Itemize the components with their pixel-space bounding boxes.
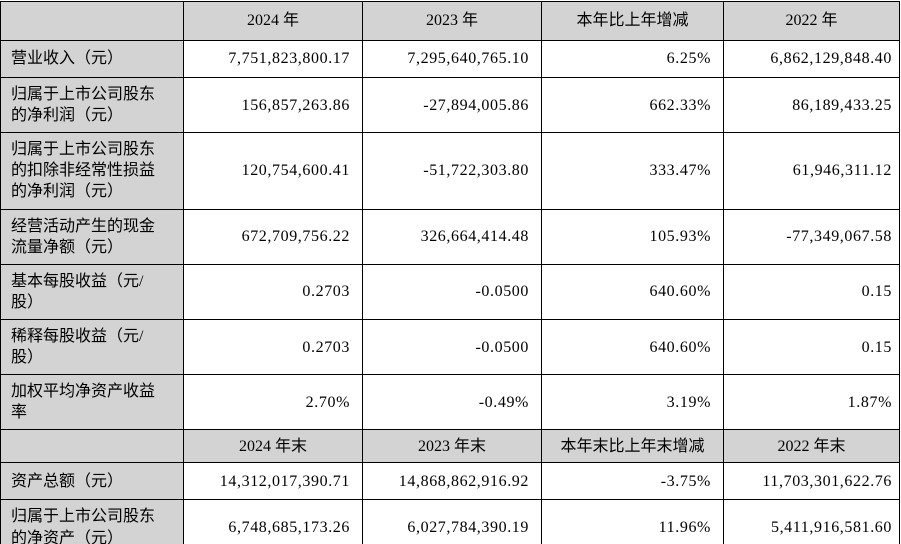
column-header: 2024 年末 <box>183 429 363 464</box>
value-cell: 662.33% <box>541 76 724 134</box>
table-row: 稀释每股收益（元/ 股） 0.2703 -0.0500 640.60% 0.15 <box>0 318 900 376</box>
column-header: 2023 年 <box>362 1 542 41</box>
value-cell: 3.19% <box>541 374 724 431</box>
corner-cell <box>0 429 184 464</box>
value-cell: 6,027,784,390.19 <box>362 499 542 544</box>
table-row: 加权平均净资产收益 率 2.70% -0.49% 3.19% 1.87% <box>0 374 900 431</box>
value-cell: 11,703,301,622.76 <box>723 462 900 501</box>
table-row: 经营活动产生的现金 流量净额（元） 672,709,756.22 326,664,4… <box>0 208 900 265</box>
value-cell: 333.47% <box>541 132 724 210</box>
row-label: 经营活动产生的现金 流量净额（元） <box>0 208 184 265</box>
value-cell: -27,894,005.86 <box>362 76 542 134</box>
value-cell: 640.60% <box>541 263 724 320</box>
value-cell: 5,411,916,581.60 <box>723 499 900 544</box>
row-label: 稀释每股收益（元/ 股） <box>0 318 184 376</box>
table-row: 归属于上市公司股东 的扣除非经常性损益 的净利润（元） 120,754,600.4… <box>0 132 900 210</box>
row-label: 资产总额（元） <box>0 462 184 501</box>
value-cell: 14,868,862,916.92 <box>362 462 542 501</box>
column-header: 本年末比上年末增减 <box>541 429 724 464</box>
table-row: 归属于上市公司股东 的净利润（元） 156,857,263.86 -27,894,0… <box>0 76 900 134</box>
row-label: 归属于上市公司股东 的净资产（元） <box>0 499 184 544</box>
value-cell: 156,857,263.86 <box>183 76 363 134</box>
value-cell: 11.96% <box>541 499 724 544</box>
row-label: 基本每股收益（元/ 股） <box>0 263 184 320</box>
value-cell: 6.25% <box>541 40 724 78</box>
column-header: 2024 年 <box>183 1 363 41</box>
table-row: 归属于上市公司股东 的净资产（元） 6,748,685,173.26 6,027,7… <box>0 499 900 544</box>
row-label: 归属于上市公司股东 的净利润（元） <box>0 76 184 134</box>
row-label: 归属于上市公司股东 的扣除非经常性损益 的净利润（元） <box>0 132 184 210</box>
year-end-header-row: 2024 年末 2023 年末 本年末比上年末增减 2022 年末 <box>0 429 900 464</box>
corner-cell <box>0 1 184 41</box>
value-cell: 61,946,311.12 <box>723 132 900 210</box>
value-cell: 6,862,129,848.40 <box>723 40 900 78</box>
table-row: 基本每股收益（元/ 股） 0.2703 -0.0500 640.60% 0.15 <box>0 263 900 320</box>
value-cell: 105.93% <box>541 208 724 265</box>
table-row: 营业收入（元） 7,751,823,800.17 7,295,640,765.10 6… <box>0 40 900 78</box>
value-cell: -77,349,067.58 <box>723 208 900 265</box>
value-cell: 7,751,823,800.17 <box>183 40 363 78</box>
column-header: 2022 年 <box>723 1 900 41</box>
row-label: 营业收入（元） <box>0 40 184 78</box>
value-cell: 7,295,640,765.10 <box>362 40 542 78</box>
column-header: 2023 年末 <box>362 429 542 464</box>
value-cell: 640.60% <box>541 318 724 376</box>
value-cell: -51,722,303.80 <box>362 132 542 210</box>
year-header-row: 2024 年 2023 年本年比上年增减 2022 年 <box>0 1 900 41</box>
column-header: 本年比上年增减 <box>541 1 724 41</box>
value-cell: 120,754,600.41 <box>183 132 363 210</box>
value-cell: -0.0500 <box>362 263 542 320</box>
table-row: 资产总额（元） 14,312,017,390.71 14,868,862,916.9… <box>0 462 900 501</box>
value-cell: 0.15 <box>723 263 900 320</box>
value-cell: 672,709,756.22 <box>183 208 363 265</box>
value-cell: -3.75% <box>541 462 724 501</box>
value-cell: -0.0500 <box>362 318 542 376</box>
value-cell: 86,189,433.25 <box>723 76 900 134</box>
value-cell: 0.2703 <box>183 263 363 320</box>
row-label: 加权平均净资产收益 率 <box>0 374 184 431</box>
value-cell: 14,312,017,390.71 <box>183 462 363 501</box>
value-cell: 1.87% <box>723 374 900 431</box>
value-cell: 6,748,685,173.26 <box>183 499 363 544</box>
column-header: 2022 年末 <box>723 429 900 464</box>
value-cell: 0.15 <box>723 318 900 376</box>
value-cell: 326,664,414.48 <box>362 208 542 265</box>
value-cell: -0.49% <box>362 374 542 431</box>
value-cell: 0.2703 <box>183 318 363 376</box>
value-cell: 2.70% <box>183 374 363 431</box>
